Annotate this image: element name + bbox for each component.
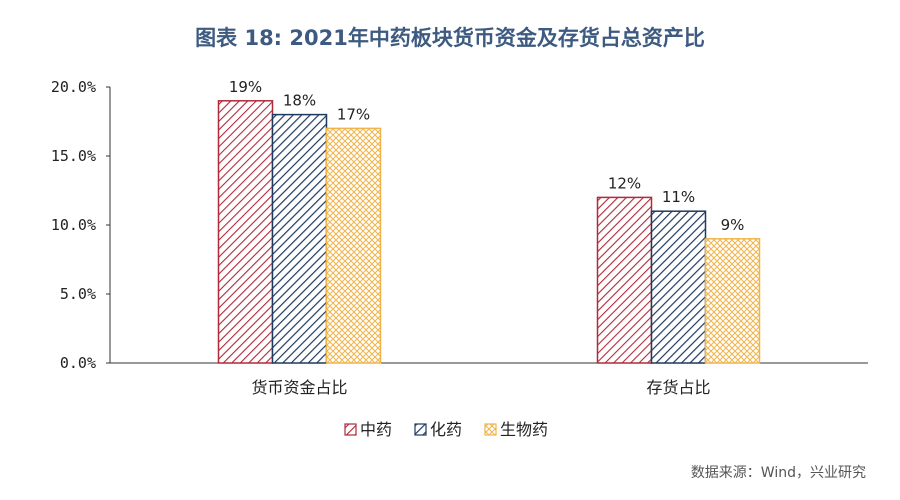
- legend-swatch: [344, 423, 357, 436]
- legend-label: 化药: [430, 420, 462, 439]
- legend-swatch: [484, 423, 497, 436]
- data-label: 18%: [283, 92, 316, 110]
- data-label: 9%: [721, 216, 745, 234]
- source-note: 数据来源：Wind，兴业研究: [690, 465, 866, 481]
- legend-label: 生物药: [500, 420, 548, 439]
- y-tick-label: 10.0%: [51, 216, 96, 234]
- y-tick-label: 15.0%: [51, 147, 96, 165]
- bar: [217, 100, 274, 364]
- bar: [596, 196, 653, 364]
- x-category-label: 存货占比: [646, 378, 710, 397]
- bar: [271, 113, 328, 364]
- y-tick-label: 5.0%: [60, 285, 96, 303]
- data-label: 11%: [662, 188, 695, 206]
- bar: [704, 238, 761, 364]
- x-category-label: 货币资金占比: [251, 378, 347, 397]
- bar: [650, 210, 707, 364]
- legend-label: 中药: [360, 420, 392, 439]
- data-label: 12%: [608, 174, 641, 192]
- data-label: 17%: [337, 105, 370, 123]
- bar: [325, 127, 382, 364]
- data-label: 19%: [229, 78, 262, 96]
- chart-title: 图表 18: 2021年中药板块货币资金及存货占总资产比: [195, 26, 705, 50]
- y-tick-label: 20.0%: [51, 78, 96, 96]
- legend-swatch: [414, 423, 427, 436]
- y-tick-label: 0.0%: [60, 354, 96, 372]
